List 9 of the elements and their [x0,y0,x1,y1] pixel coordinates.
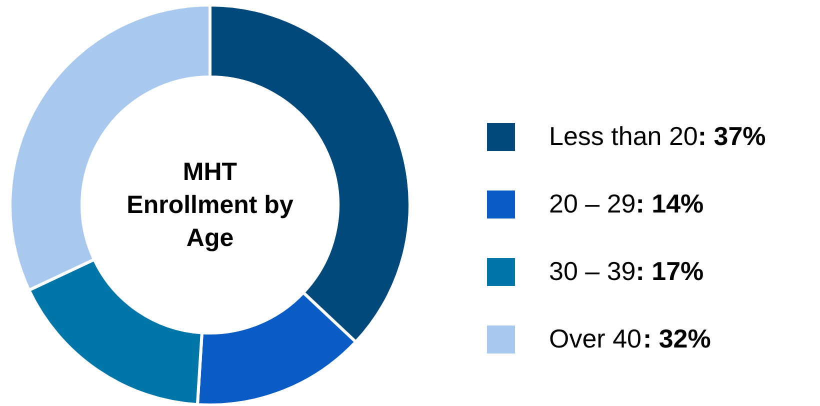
text: MHT Enrollment by Age [126,158,294,252]
legend-label: 20 – 29 [549,188,636,218]
data-label: : 32% [642,324,711,354]
data-label: : 14% [636,188,704,218]
legend-label: Less than 20 [549,121,698,151]
data-label: : 37% [698,121,766,151]
legend-label: 30 – 39 [549,256,636,286]
legend-label: Over 40 [549,324,642,354]
data-label: : 17% [636,256,704,286]
